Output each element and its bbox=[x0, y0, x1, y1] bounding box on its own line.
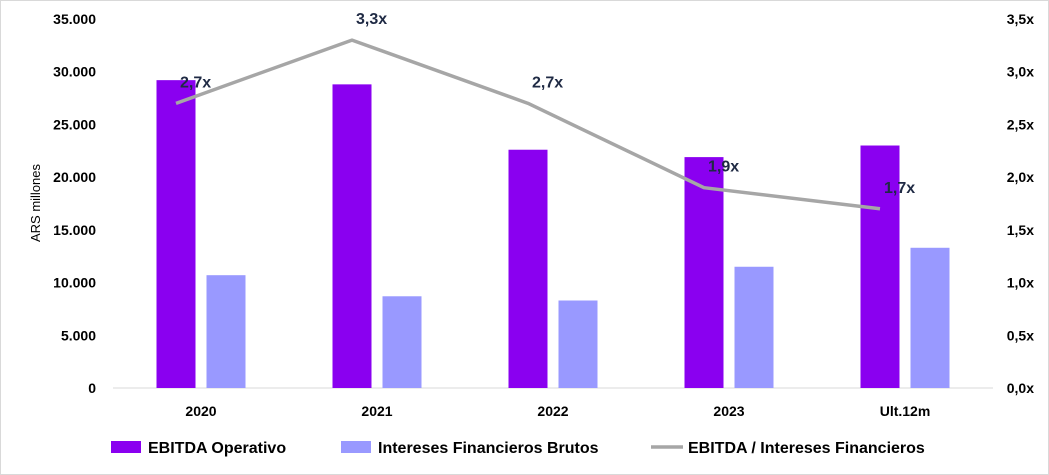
x-tick-label: 2020 bbox=[185, 403, 216, 419]
y-tick-label: 0 bbox=[88, 380, 96, 396]
right-axis: 0,0x 0,5x 1,0x 1,5x 2,0x 2,5x 3,0x 3,5x bbox=[1007, 11, 1034, 396]
legend-swatch-ebitda bbox=[111, 441, 141, 453]
bar-ebitda bbox=[508, 149, 548, 388]
ratio-line bbox=[175, 38, 881, 211]
ratio-line-group: 2,7x 3,3x 2,7x 1,9x 1,7x bbox=[175, 11, 915, 211]
y2-tick-label: 0,0x bbox=[1007, 380, 1034, 396]
y-tick-label: 5.000 bbox=[61, 327, 96, 343]
ratio-data-label: 1,7x bbox=[884, 180, 915, 197]
ratio-data-label: 2,7x bbox=[180, 74, 211, 91]
x-tick-label: 2021 bbox=[361, 403, 392, 419]
bar-intereses bbox=[206, 275, 246, 388]
y-tick-label: 10.000 bbox=[53, 275, 96, 291]
bar-ebitda bbox=[860, 145, 900, 388]
x-tick-label: 2023 bbox=[713, 403, 744, 419]
y2-tick-label: 3,5x bbox=[1007, 11, 1034, 27]
ratio-data-label: 1,9x bbox=[708, 159, 739, 176]
y-tick-label: 20.000 bbox=[53, 169, 96, 185]
y2-tick-label: 0,5x bbox=[1007, 327, 1034, 343]
x-tick-label: Ult.12m bbox=[880, 403, 931, 419]
y2-tick-label: 2,5x bbox=[1007, 116, 1034, 132]
bar-intereses bbox=[734, 266, 774, 388]
category-labels: 2020 2021 2022 2023 Ult.12m bbox=[185, 403, 930, 419]
bar-intereses bbox=[558, 300, 598, 388]
legend-label: EBITDA Operativo bbox=[148, 440, 286, 457]
legend-label: Intereses Financieros Brutos bbox=[378, 440, 599, 457]
bar-ebitda bbox=[332, 84, 372, 388]
y2-tick-label: 3,0x bbox=[1007, 64, 1034, 80]
y2-tick-label: 2,0x bbox=[1007, 169, 1034, 185]
bar-intereses bbox=[382, 296, 422, 388]
bar-ebitda bbox=[156, 80, 196, 389]
bars-group bbox=[156, 80, 950, 389]
y-tick-label: 30.000 bbox=[53, 64, 96, 80]
y2-tick-label: 1,0x bbox=[1007, 275, 1034, 291]
bar-intereses bbox=[910, 247, 950, 388]
ratio-data-label: 3,3x bbox=[356, 11, 387, 28]
legend-swatch-intereses bbox=[341, 441, 371, 453]
legend-label: EBITDA / Intereses Financieros bbox=[688, 440, 925, 457]
bar-ebitda bbox=[684, 157, 724, 388]
y-axis-title: ARS millones bbox=[28, 163, 43, 242]
y-tick-label: 25.000 bbox=[53, 116, 96, 132]
x-tick-label: 2022 bbox=[537, 403, 568, 419]
left-axis: 0 5.000 10.000 15.000 20.000 25.000 30.000 35.0… bbox=[53, 11, 96, 396]
y2-tick-label: 1,5x bbox=[1007, 222, 1034, 238]
legend: EBITDA Operativo Intereses Financieros Br… bbox=[111, 440, 925, 457]
y-axis-title-group: ARS millones bbox=[28, 163, 43, 242]
y-tick-label: 15.000 bbox=[53, 222, 96, 238]
y-tick-label: 35.000 bbox=[53, 11, 96, 27]
ratio-data-label: 2,7x bbox=[532, 74, 563, 91]
